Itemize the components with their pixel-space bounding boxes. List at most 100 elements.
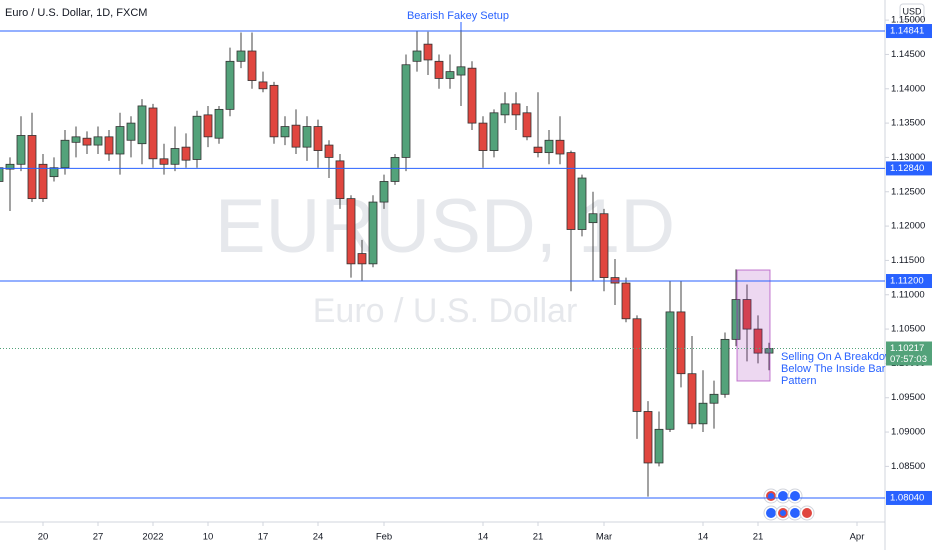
last-price-label: 1.10217 [890, 343, 924, 354]
level-label-box [886, 161, 932, 176]
candle-body [181, 146, 191, 161]
candle-body [5, 163, 15, 170]
x-tick-label: 21 [533, 532, 544, 543]
candle-body [566, 152, 576, 230]
level-label: 1.11200 [890, 276, 924, 287]
currency-badge [899, 3, 925, 21]
x-tick-label: Mar [596, 532, 612, 543]
candle-body [357, 253, 367, 265]
candle-body [643, 411, 653, 464]
candle-body [60, 139, 70, 169]
y-tick-label: 1.14000 [891, 83, 925, 94]
candle-body [93, 136, 103, 146]
candle-body [599, 213, 609, 278]
candle-body [291, 124, 301, 148]
inside-bar-box [736, 269, 771, 382]
candle-body [126, 122, 136, 141]
candle-body [302, 126, 312, 148]
candle-body [170, 148, 180, 165]
candle-body [434, 60, 444, 79]
candle-body [423, 43, 433, 61]
y-tick-label: 1.09000 [891, 427, 925, 438]
candle-body [511, 103, 521, 116]
candle-body [82, 137, 92, 146]
candle-body [676, 311, 686, 375]
y-tick-label: 1.08500 [891, 461, 925, 472]
candle-body [148, 107, 158, 160]
candle-body [335, 160, 345, 200]
candle-body [203, 114, 213, 138]
candle-body [115, 126, 125, 155]
level-label: 1.12840 [890, 163, 924, 174]
candle-body [346, 198, 356, 265]
watermark-name: Euro / U.S. Dollar [313, 292, 578, 330]
x-tick-label: 10 [203, 532, 214, 543]
currency-label: USD [902, 6, 922, 16]
candle-body [753, 328, 763, 354]
y-tick-label: 1.12500 [891, 186, 925, 197]
candle-body [555, 139, 565, 155]
selling-annotation: Below The Inside Bar [781, 363, 886, 375]
candle-body [269, 84, 279, 138]
candle-body [698, 402, 708, 425]
x-tick-label: 17 [258, 532, 269, 543]
candle-body [159, 158, 169, 165]
candle-body [236, 50, 246, 62]
y-tick-label: 1.09500 [891, 392, 925, 403]
x-tick-label: 21 [753, 532, 764, 543]
candle-body [412, 50, 422, 62]
candle-body [104, 136, 114, 155]
y-tick-label: 1.14500 [891, 49, 925, 60]
candle-body [489, 112, 499, 151]
candle-body [368, 201, 378, 265]
candle-body [280, 126, 290, 138]
candle-body [654, 428, 664, 464]
candle-body [522, 112, 532, 138]
x-tick-label: Apr [850, 532, 865, 543]
candle-body [137, 105, 147, 145]
y-tick-label: 1.12000 [891, 221, 925, 232]
watermark-symbol: EURUSD, 1D [215, 184, 675, 269]
candle-body [720, 338, 730, 395]
y-tick-label: 1.11000 [891, 289, 925, 300]
y-tick-label: 1.15000 [891, 15, 925, 26]
fakey-annotation: Bearish Fakey Setup [407, 10, 509, 22]
candle-body [687, 373, 697, 425]
candle-body [16, 135, 26, 165]
selling-annotation: Pattern [781, 375, 816, 387]
candle-body [192, 115, 202, 160]
candle-body [478, 122, 488, 151]
candle-body [610, 277, 620, 284]
candle-body [665, 311, 675, 430]
x-tick-label: Feb [376, 532, 392, 543]
candle-body [577, 177, 587, 230]
candle-body [247, 50, 257, 81]
level-label-box [886, 490, 932, 505]
candle-body [379, 181, 389, 203]
x-tick-label: 24 [313, 532, 324, 543]
selling-annotation: Selling On A Breakdown [781, 351, 899, 363]
candle-body [456, 66, 466, 76]
candle-body [544, 139, 554, 154]
candle-body [214, 108, 224, 139]
x-tick-label: 27 [93, 532, 104, 543]
event-flags [763, 488, 815, 521]
candle-body [588, 213, 598, 224]
candle-body [533, 146, 543, 154]
candle-body [225, 60, 235, 110]
candle-body [71, 136, 81, 143]
x-tick-label: 2022 [142, 532, 163, 543]
candle-body [401, 64, 411, 158]
candle-body [38, 163, 48, 200]
x-tick-label: 14 [478, 532, 489, 543]
countdown-label: 07:57:03 [890, 354, 927, 365]
candle-body [313, 126, 323, 151]
candle-body [731, 299, 741, 340]
candle-body [49, 167, 59, 178]
candle-body [500, 103, 510, 116]
candle-body [709, 393, 719, 404]
candle-body [324, 144, 334, 158]
last-price-box [886, 341, 932, 366]
candle-body [258, 81, 268, 90]
